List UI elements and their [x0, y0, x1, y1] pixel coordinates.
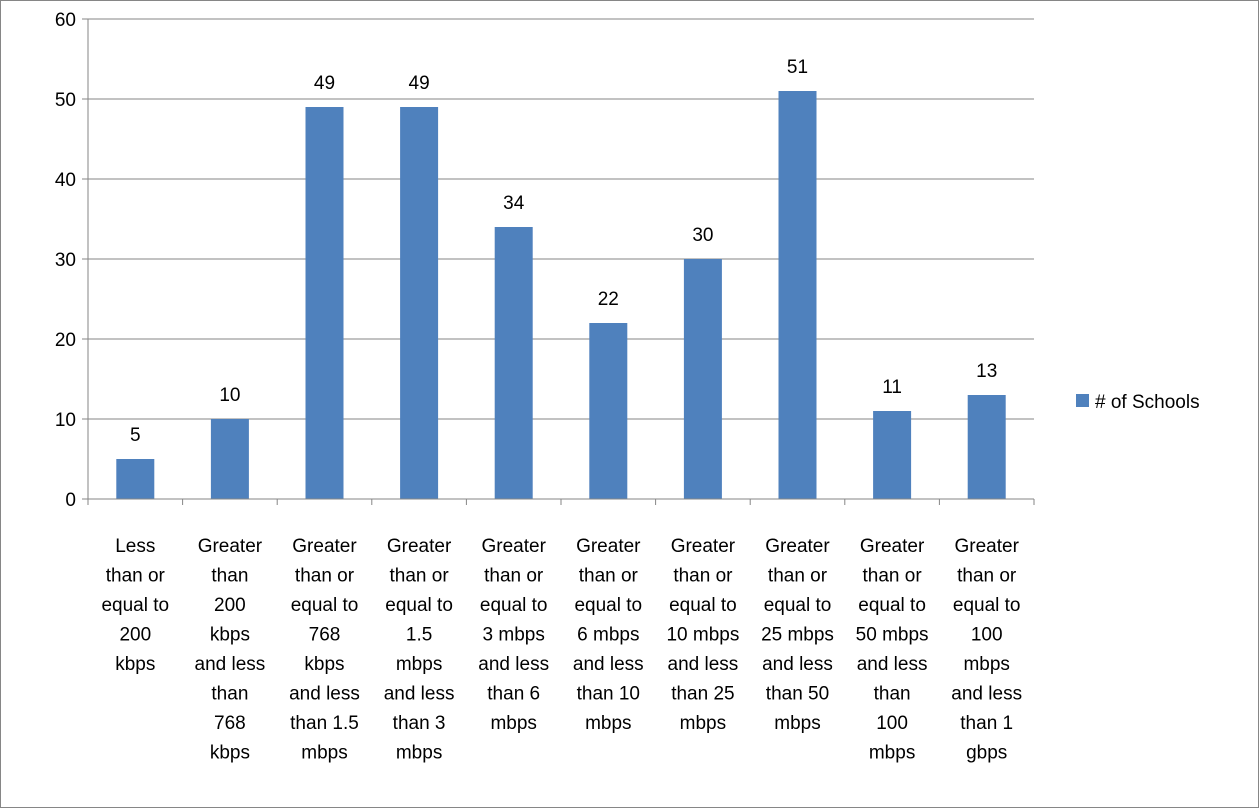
gridlines — [88, 18, 1034, 420]
data-label: 49 — [409, 73, 430, 94]
legend: # of Schools — [1076, 392, 1200, 413]
labels: 0 10 20 30 40 50 60 5 Less than or equal to 200 kbps… — [55, 10, 1022, 764]
category-label: Greater than or equal to 100 mbps and less tha… — [951, 536, 1022, 764]
bar — [400, 107, 439, 499]
category-label: Greater than or equal to 10 mbps and less tha… — [666, 536, 739, 734]
data-label: 49 — [314, 73, 335, 94]
data-label: 10 — [219, 385, 240, 406]
y-tick-label: 50 — [55, 90, 76, 111]
bar — [683, 259, 722, 499]
bar — [967, 395, 1006, 499]
data-label: 5 — [130, 425, 141, 446]
bar — [494, 227, 533, 499]
bar — [116, 459, 155, 499]
bar — [873, 411, 912, 499]
y-tick-label: 10 — [55, 410, 76, 431]
data-label: 34 — [503, 193, 525, 214]
data-label: 30 — [692, 225, 713, 246]
category-label: Greater than or equal to 6 mbps and less than… — [573, 536, 644, 734]
bar — [210, 419, 249, 499]
category-label: Greater than or equal to 50 mbps and less tha… — [856, 536, 929, 764]
bars — [116, 91, 1006, 499]
category-label: Greater than or equal to 25 mbps and less tha… — [761, 536, 834, 734]
legend-swatch — [1076, 394, 1089, 407]
axes — [82, 18, 1035, 505]
y-tick-label: 60 — [55, 10, 76, 31]
category-label: Greater than or equal to 1.5 mbps and less tha… — [384, 536, 455, 764]
bar — [589, 323, 628, 499]
y-tick-label: 40 — [55, 170, 76, 191]
bar — [305, 107, 344, 499]
legend-label: # of Schools — [1095, 392, 1200, 413]
y-tick-label: 30 — [55, 250, 76, 271]
category-label: Greater than or equal to 768 kbps and less tha… — [289, 536, 360, 764]
y-tick-label: 0 — [65, 490, 76, 511]
category-label: Greater than 200 kbps and less than 768 kbps — [195, 536, 266, 764]
data-label: 51 — [787, 57, 808, 78]
bar — [778, 91, 817, 499]
y-tick-label: 20 — [55, 330, 76, 351]
data-label: 13 — [976, 361, 997, 382]
data-label: 22 — [598, 289, 619, 310]
data-label: 11 — [882, 377, 902, 398]
category-label: Less than or equal to 200 kbps — [101, 536, 169, 675]
category-label: Greater than or equal to 3 mbps and less than… — [478, 536, 549, 734]
